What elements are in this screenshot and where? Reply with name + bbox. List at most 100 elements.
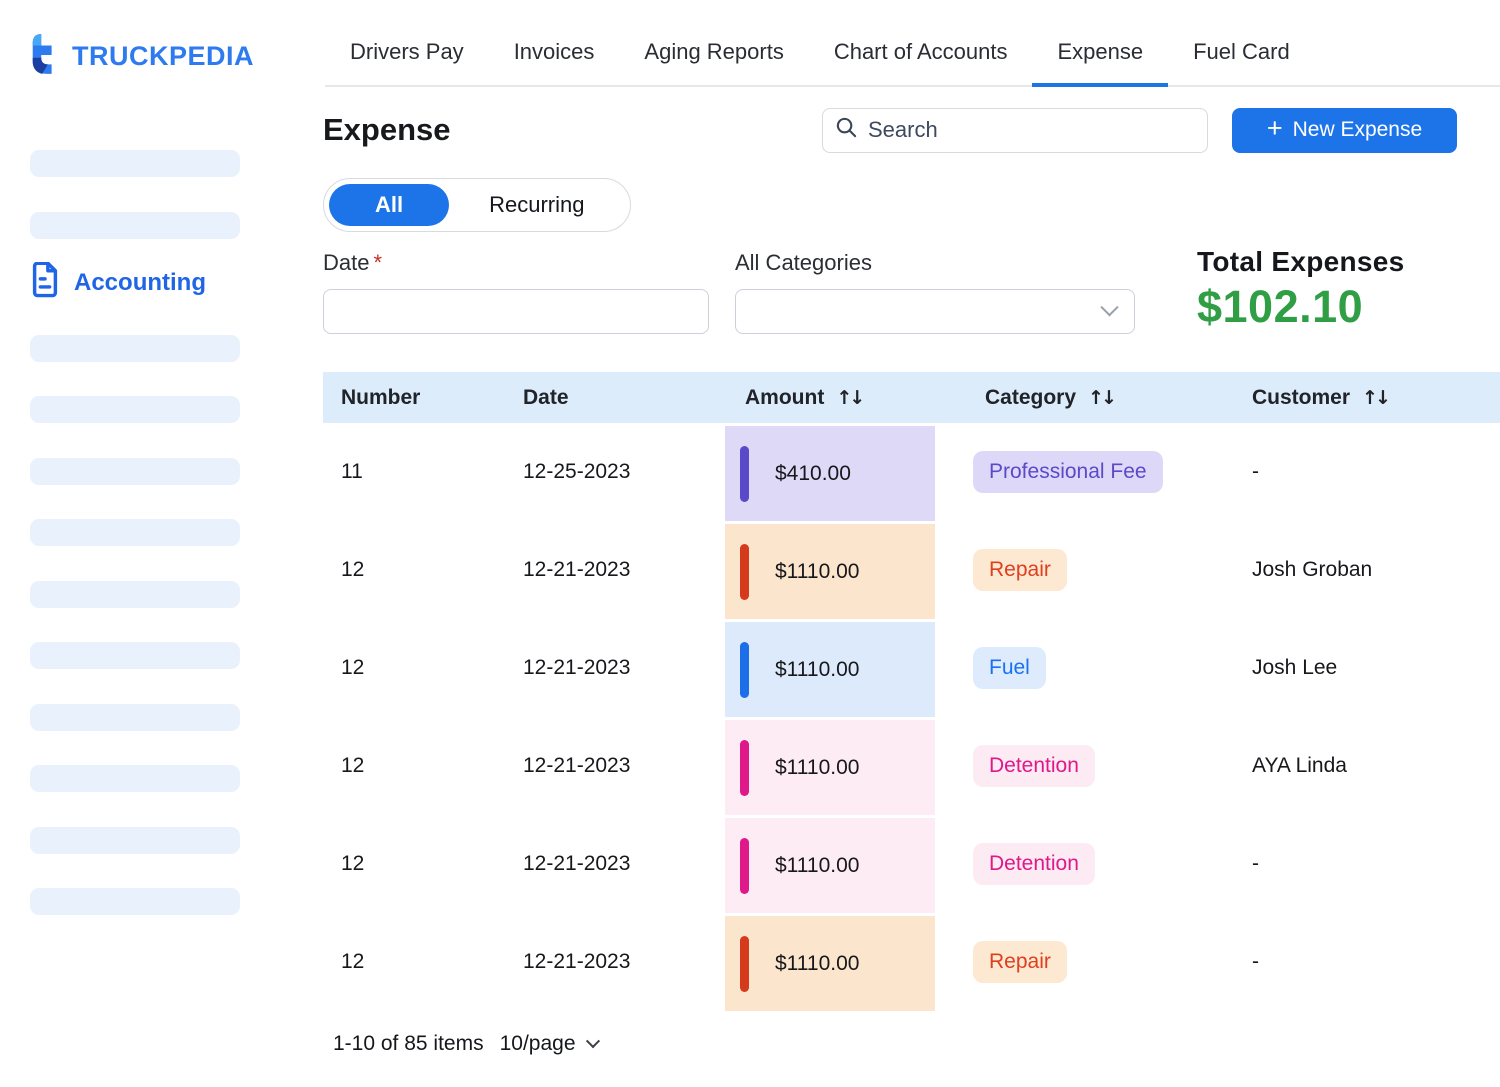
cell-customer: Josh Lee: [1252, 656, 1338, 679]
column-label: Customer: [1252, 385, 1351, 409]
toggle-option-recurring[interactable]: Recurring: [489, 192, 585, 217]
sidebar-skeleton-bar: [30, 212, 240, 239]
sort-icon[interactable]: ↑↓: [1088, 386, 1117, 409]
amount-color-bar: [740, 641, 749, 698]
tab-expense[interactable]: Expense: [1032, 39, 1169, 87]
cell-customer: Josh Groban: [1252, 558, 1373, 581]
amount-color-bar: [740, 543, 749, 600]
brand-logo[interactable]: TRUCKPEDIA: [28, 32, 254, 81]
cell-date: 12-25-2023: [523, 460, 631, 483]
sort-icon[interactable]: ↑↓: [836, 386, 865, 409]
cell-amount: $1110.00: [725, 521, 935, 619]
column-header-number: Number: [323, 372, 505, 423]
tab-invoices[interactable]: Invoices: [513, 39, 595, 64]
amount-color-bar: [740, 935, 749, 992]
amount-value: $1110.00: [775, 951, 860, 975]
table-row[interactable]: 12 12-21-2023 $1110.00 Fuel Josh Lee: [323, 619, 1500, 717]
nav-tabs: Drivers Pay Invoices Aging Reports Chart of…: [325, 0, 1500, 87]
search-box[interactable]: [822, 107, 1208, 153]
amount-color-bar: [740, 445, 749, 502]
total-expenses-label: Total Expenses: [1197, 246, 1405, 277]
sidebar-item-label: Accounting: [74, 268, 206, 296]
new-expense-button[interactable]: + New Expense: [1232, 107, 1457, 153]
amount-value: $1110.00: [775, 657, 860, 681]
category-badge: Repair: [973, 549, 1067, 591]
column-header-amount[interactable]: Amount ↑↓: [725, 372, 935, 423]
truckpedia-logo-icon: [28, 32, 62, 81]
table-body: 11 12-25-2023 $410.00 Professional Fee -…: [323, 423, 1500, 1011]
search-icon: [835, 116, 858, 144]
cell-number: 11: [341, 460, 363, 483]
category-badge: Detention: [973, 843, 1095, 885]
cell-customer: -: [1252, 852, 1259, 875]
cell-number: 12: [341, 852, 365, 875]
category-badge: Professional Fee: [973, 451, 1163, 493]
cell-customer: -: [1252, 460, 1259, 483]
sidebar-item-accounting[interactable]: Accounting: [30, 261, 206, 303]
page-header: Expense + New Expense: [323, 106, 1457, 154]
table-row[interactable]: 12 12-21-2023 $1110.00 Repair Josh Groba…: [323, 521, 1500, 619]
column-label: Number: [341, 385, 421, 409]
brand-name: TRUCKPEDIA: [72, 41, 255, 71]
cell-date: 12-21-2023: [523, 558, 631, 581]
table-row[interactable]: 11 12-25-2023 $410.00 Professional Fee -: [323, 423, 1500, 521]
amount-value: $1110.00: [775, 853, 860, 877]
main-content: Drivers Pay Invoices Aging Reports Chart of…: [323, 0, 1500, 1087]
total-expenses-block: Total Expenses $102.10: [1197, 246, 1405, 333]
category-select[interactable]: [735, 289, 1135, 334]
date-filter-group: Date *: [323, 250, 709, 334]
cell-category: Detention: [935, 717, 1240, 815]
tab-fuel-card[interactable]: Fuel Card: [1193, 39, 1290, 64]
column-label: Date: [523, 385, 569, 409]
cell-category: Professional Fee: [935, 423, 1240, 521]
sidebar-skeleton-bar: [30, 642, 240, 669]
category-badge: Detention: [973, 745, 1095, 787]
sidebar-skeleton-bar: [30, 150, 240, 177]
cell-customer: -: [1252, 950, 1259, 973]
table-row[interactable]: 12 12-21-2023 $1110.00 Repair -: [323, 913, 1500, 1011]
chevron-down-icon: [585, 1034, 600, 1049]
table-row[interactable]: 12 12-21-2023 $1110.00 Detention AYA Lin…: [323, 717, 1500, 815]
page-title: Expense: [323, 112, 451, 147]
cell-date: 12-21-2023: [523, 656, 631, 679]
toggle-option-all[interactable]: All: [329, 184, 450, 226]
date-label: Date *: [323, 250, 383, 275]
sidebar-skeleton-bar: [30, 396, 240, 423]
date-input[interactable]: [323, 289, 709, 334]
sidebar-skeleton-bar: [30, 765, 240, 792]
column-header-category[interactable]: Category ↑↓: [935, 372, 1240, 423]
sidebar-skeleton-bar: [30, 888, 240, 915]
cell-date: 12-21-2023: [523, 852, 631, 875]
cell-number: 12: [341, 950, 365, 973]
amount-color-bar: [740, 739, 749, 796]
tab-drivers-pay[interactable]: Drivers Pay: [350, 39, 464, 64]
category-badge: Repair: [973, 941, 1067, 983]
cell-category: Fuel: [935, 619, 1240, 717]
cell-number: 12: [341, 558, 365, 581]
total-expenses-value: $102.10: [1197, 281, 1364, 332]
column-header-customer[interactable]: Customer ↑↓: [1240, 372, 1500, 423]
page-size-selector[interactable]: 10/page: [500, 1032, 600, 1056]
amount-color-bar: [740, 837, 749, 894]
cell-category: Repair: [935, 521, 1240, 619]
sort-icon[interactable]: ↑↓: [1362, 386, 1391, 409]
cell-date: 12-21-2023: [523, 754, 631, 777]
cell-customer: AYA Linda: [1252, 754, 1347, 777]
search-input[interactable]: [868, 117, 1195, 143]
cell-number: 12: [341, 656, 365, 679]
table-row[interactable]: 12 12-21-2023 $1110.00 Detention -: [323, 815, 1500, 913]
chevron-down-icon: [1100, 298, 1119, 317]
category-filter-label: All Categories: [735, 250, 872, 275]
sidebar-skeleton-bar: [30, 827, 240, 854]
sidebar: TRUCKPEDIA Accounting: [0, 0, 270, 1087]
amount-value: $1110.00: [775, 755, 860, 779]
category-filter-group: All Categories: [735, 250, 1135, 334]
sidebar-skeleton-bar: [30, 458, 240, 485]
tab-chart-of-accounts[interactable]: Chart of Accounts: [833, 39, 1008, 64]
tab-aging-reports[interactable]: Aging Reports: [644, 39, 784, 64]
pagination-range: 1-10 of 85 items: [333, 1032, 484, 1055]
column-label: Amount: [745, 385, 825, 409]
expense-filter-toggle: All Recurring: [323, 178, 631, 232]
expense-table: Number Date Amount ↑↓ Category ↑↓ Customer ↑↓ 1…: [323, 372, 1500, 1011]
sidebar-skeleton-bar: [30, 519, 240, 546]
